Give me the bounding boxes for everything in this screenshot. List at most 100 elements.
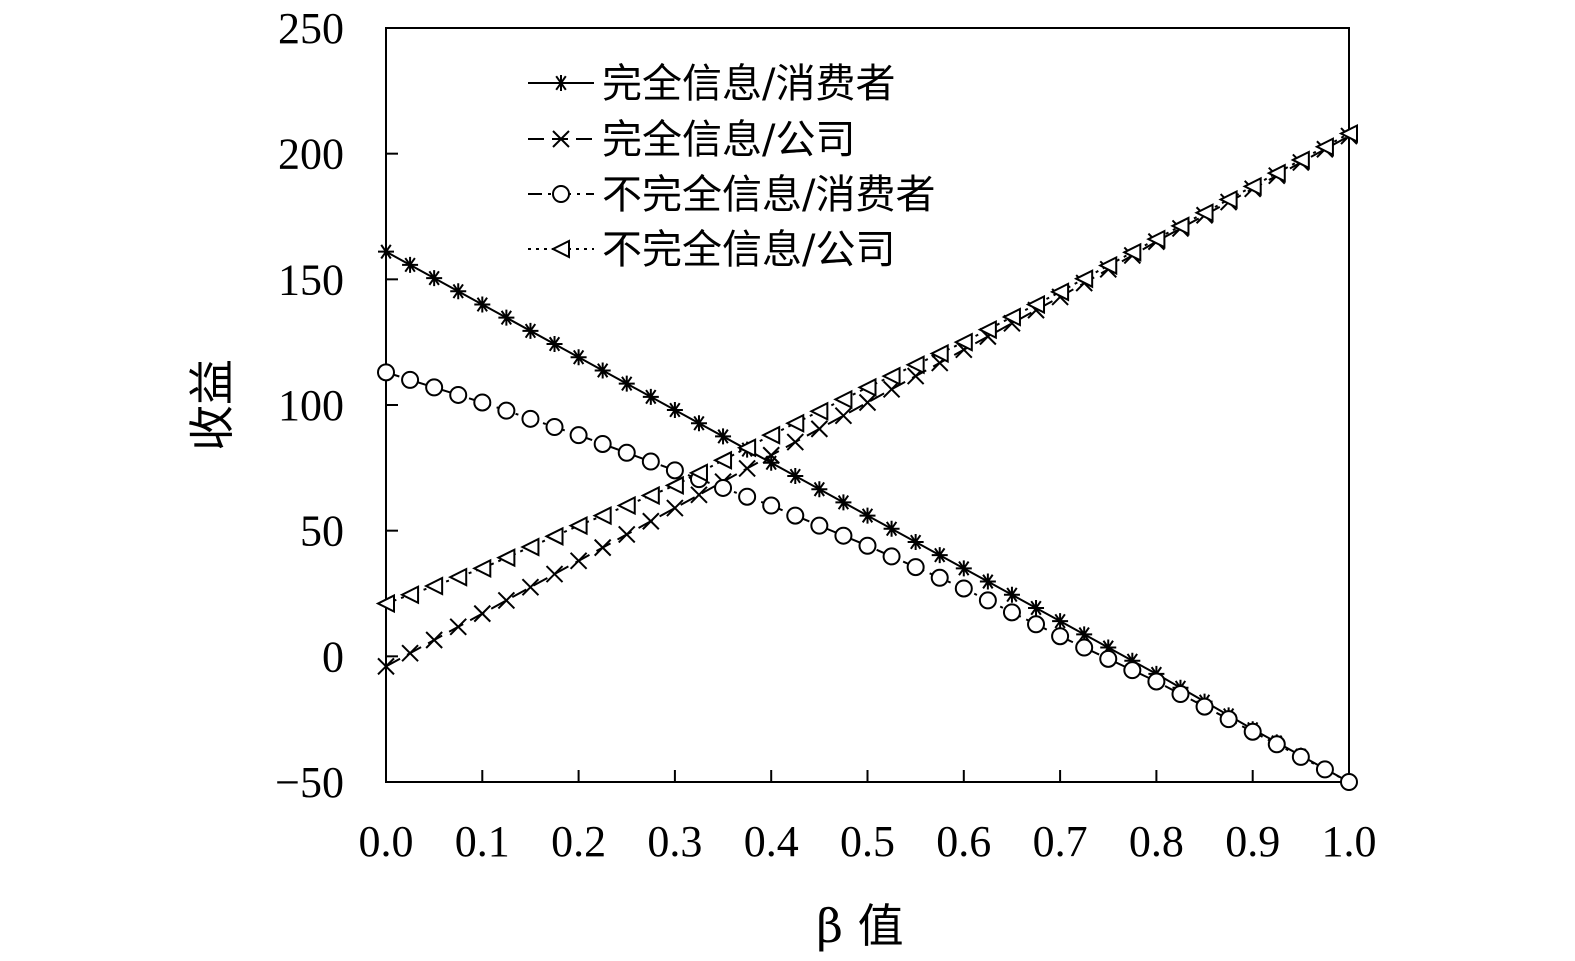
x-tick-label: 0.5 [840, 817, 895, 866]
data-point [859, 507, 876, 524]
legend-item: 完全信息/公司 [528, 117, 855, 163]
data-point [930, 568, 949, 587]
data-point [1001, 307, 1021, 327]
x-tick-label: 0.8 [1129, 817, 1184, 866]
data-point [1243, 722, 1262, 741]
data-point [955, 560, 972, 577]
data-point [377, 363, 395, 382]
data-point [521, 578, 540, 596]
x-tick-label: 0.1 [455, 817, 510, 866]
data-point [1195, 697, 1214, 716]
y-tick-label: −50 [275, 758, 344, 807]
data-point [736, 438, 757, 458]
data-point [1340, 773, 1358, 791]
data-point [833, 389, 853, 409]
y-tick-label: 50 [300, 507, 344, 556]
data-point [593, 434, 612, 453]
data-point [592, 505, 612, 526]
data-point [640, 485, 660, 506]
series-3 [375, 123, 1358, 614]
data-point [1338, 123, 1358, 144]
data-point [570, 349, 587, 366]
data-point [858, 536, 877, 555]
data-point [1291, 747, 1310, 766]
data-point [449, 618, 467, 636]
data-point [473, 393, 492, 412]
data-point [715, 428, 732, 445]
data-point [834, 406, 853, 425]
data-point [1219, 710, 1238, 729]
x-tick-label: 0.7 [1033, 817, 1088, 866]
legend-marker [553, 75, 569, 91]
data-point [929, 343, 949, 364]
legend-marker [552, 185, 570, 203]
data-point [1122, 242, 1142, 262]
data-point [1267, 735, 1286, 754]
data-point [786, 506, 805, 525]
data-point [834, 526, 853, 545]
x-tick-label: 0.6 [936, 817, 991, 866]
x-tick-label: 0.3 [647, 817, 702, 866]
data-point [1028, 599, 1045, 616]
legend-marker [550, 239, 570, 259]
x-tick-label: 1.0 [1322, 817, 1377, 866]
data-point [810, 420, 829, 438]
data-point [1100, 639, 1117, 656]
data-point [568, 516, 588, 536]
data-point [1314, 137, 1334, 157]
data-point [712, 450, 733, 470]
data-point [618, 375, 635, 392]
data-point [690, 486, 708, 504]
data-point [858, 393, 877, 412]
data-point [907, 533, 924, 550]
data-point [447, 567, 468, 587]
data-point [1315, 760, 1334, 779]
legend-label: 完全信息/公司 [602, 117, 855, 163]
x-tick-label: 0.9 [1225, 817, 1280, 866]
x-tick-label: 0.2 [551, 817, 606, 866]
x-tick-label: 0.4 [744, 817, 799, 866]
data-point [593, 538, 612, 557]
y-axis-title: 收益 [185, 359, 239, 451]
data-point [522, 322, 539, 339]
data-point [1076, 626, 1093, 643]
data-point [905, 355, 925, 375]
data-point [688, 463, 708, 483]
x-axis-title: β 值 [816, 899, 903, 953]
x-tick-label: 0.0 [359, 817, 414, 866]
data-point [642, 512, 660, 530]
data-point [787, 468, 804, 485]
data-point [760, 425, 781, 445]
y-axis: 250 200 150 100 50 0 −50 [275, 4, 398, 807]
data-point [1194, 203, 1214, 223]
data-point [1049, 282, 1070, 302]
data-point [1170, 216, 1190, 236]
data-point [690, 415, 707, 432]
data-point [1052, 613, 1069, 630]
data-point [425, 631, 443, 649]
data-point [425, 378, 444, 397]
data-point [498, 309, 515, 326]
data-point [375, 593, 395, 614]
legend-label: 不完全信息/公司 [602, 227, 895, 273]
data-point [666, 402, 683, 419]
data-point [569, 426, 588, 445]
data-point [616, 495, 636, 516]
data-point [1002, 603, 1021, 622]
data-point [520, 537, 540, 557]
x-axis: 0.0 0.1 0.2 0.3 0.4 0.5 0.6 0.7 0.8 0.9 1.0 [359, 770, 1377, 866]
data-point [979, 573, 996, 590]
data-point [544, 526, 564, 546]
data-point [665, 461, 684, 480]
data-point [882, 547, 901, 566]
data-point [1218, 189, 1238, 210]
data-point [714, 478, 733, 497]
data-point [1027, 615, 1046, 634]
data-point [1025, 294, 1046, 315]
data-point [786, 433, 804, 451]
data-point [763, 454, 780, 471]
data-point [472, 558, 492, 578]
legend-item: 不完全信息/公司 [528, 227, 895, 273]
data-point [857, 377, 877, 398]
